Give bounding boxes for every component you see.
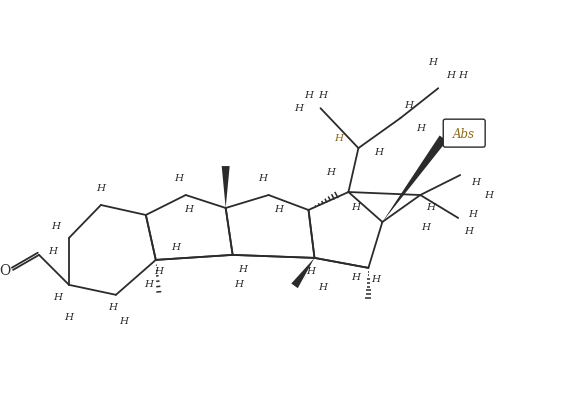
Text: H: H [318, 91, 327, 100]
Text: H: H [49, 247, 58, 256]
Polygon shape [383, 136, 447, 222]
Text: H: H [426, 203, 435, 213]
Text: H: H [334, 134, 343, 143]
Text: H: H [351, 273, 360, 282]
Text: H: H [51, 222, 61, 231]
Text: H: H [416, 124, 425, 133]
Text: H: H [428, 58, 437, 67]
Text: H: H [464, 228, 473, 237]
Text: H: H [374, 147, 383, 157]
Text: O: O [0, 264, 11, 278]
Text: H: H [446, 71, 455, 80]
Text: H: H [484, 190, 493, 200]
Text: H: H [108, 303, 118, 312]
Text: H: H [258, 174, 267, 183]
Text: H: H [304, 91, 313, 100]
Text: H: H [318, 284, 327, 292]
Text: H: H [421, 224, 430, 232]
Polygon shape [222, 166, 230, 208]
Text: H: H [351, 203, 360, 213]
Text: H: H [471, 177, 480, 187]
Text: H: H [326, 168, 335, 177]
Polygon shape [291, 258, 315, 288]
Text: H: H [54, 293, 62, 302]
FancyBboxPatch shape [443, 119, 485, 147]
Text: H: H [274, 205, 283, 215]
Text: H: H [184, 205, 193, 215]
Text: H: H [144, 280, 154, 289]
Text: H: H [468, 211, 477, 220]
Text: H: H [171, 243, 180, 252]
Text: H: H [458, 71, 467, 80]
Text: H: H [154, 267, 163, 276]
Text: H: H [238, 265, 247, 274]
Text: H: H [306, 267, 315, 276]
Text: Abs: Abs [453, 128, 475, 141]
Text: H: H [371, 275, 380, 284]
Text: H: H [404, 101, 413, 110]
Text: H: H [294, 104, 303, 113]
Text: H: H [65, 313, 74, 322]
Text: H: H [174, 174, 183, 183]
Text: H: H [96, 183, 106, 192]
Text: H: H [234, 280, 243, 289]
Text: H: H [119, 317, 128, 326]
